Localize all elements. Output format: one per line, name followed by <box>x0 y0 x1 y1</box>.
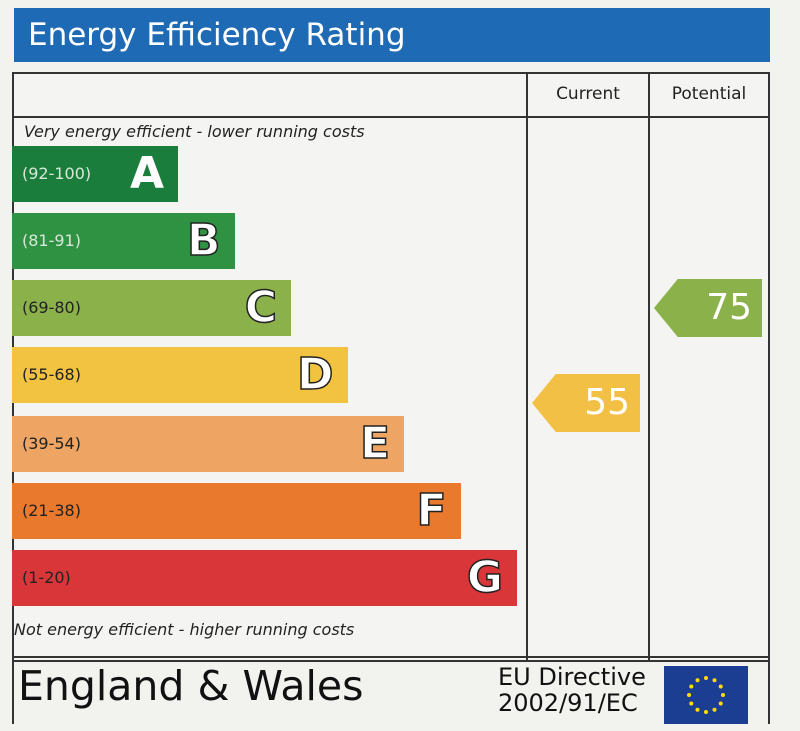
eu-star-icon <box>704 676 708 680</box>
band-range-label: (92-100) <box>22 164 92 183</box>
band-d: (55-68) D <box>12 347 348 403</box>
band-e: (39-54) E <box>12 416 404 472</box>
band-letter: F <box>416 484 448 537</box>
band-letter: D <box>296 348 334 401</box>
eu-directive-line2: 2002/91/EC <box>498 689 638 717</box>
eu-star-icon <box>721 693 725 697</box>
eu-star-icon <box>718 684 723 689</box>
band-a: (92-100) A <box>12 146 178 202</box>
eu-flag-icon <box>664 666 748 724</box>
eu-star-icon <box>687 693 691 697</box>
band-range-label: (69-80) <box>22 298 81 317</box>
band-range-label: (55-68) <box>22 365 81 384</box>
band-c: (69-80) C <box>12 280 291 336</box>
footer-rule <box>12 656 770 658</box>
region-label: England & Wales <box>18 662 364 710</box>
column-header-potential: Potential <box>671 84 747 104</box>
band-letter: C <box>244 281 278 334</box>
divider-potential <box>648 72 650 662</box>
eu-star-icon <box>689 684 694 689</box>
eu-directive: EU Directive 2002/91/EC <box>498 664 646 716</box>
band-g: (1-20) G <box>12 550 517 606</box>
top-note: Very energy efficient - lower running co… <box>24 122 365 141</box>
eu-star-icon <box>718 701 723 706</box>
header-rule <box>12 116 770 118</box>
divider-current <box>526 72 528 662</box>
footer <box>12 660 770 724</box>
band-f: (21-38) F <box>12 483 461 539</box>
band-range-label: (81-91) <box>22 231 81 250</box>
eu-star-icon <box>712 707 717 712</box>
band-range-label: (21-38) <box>22 501 81 520</box>
column-header-current: Current <box>556 84 620 104</box>
potential-rating-value: 75 <box>706 287 752 328</box>
current-rating-arrow: 55 <box>532 374 640 432</box>
page-title: Energy Efficiency Rating <box>14 8 770 62</box>
current-rating-value: 55 <box>584 382 630 423</box>
band-b: (81-91) B <box>12 213 235 269</box>
eu-star-icon <box>689 701 694 706</box>
eu-star-icon <box>695 678 700 683</box>
potential-rating-arrow: 75 <box>654 279 762 337</box>
band-letter: G <box>466 551 504 604</box>
eu-star-icon <box>695 707 700 712</box>
eu-star-icon <box>704 710 708 714</box>
eu-star-icon <box>712 678 717 683</box>
eu-stars-icon <box>687 676 725 714</box>
band-letter: A <box>129 148 164 199</box>
band-range-label: (39-54) <box>22 434 81 453</box>
eu-directive-line1: EU Directive <box>498 663 646 691</box>
band-letter: E <box>359 417 391 470</box>
band-range-label: (1-20) <box>22 568 71 587</box>
bottom-note: Not energy efficient - higher running co… <box>14 620 355 639</box>
band-letter: B <box>186 214 221 267</box>
